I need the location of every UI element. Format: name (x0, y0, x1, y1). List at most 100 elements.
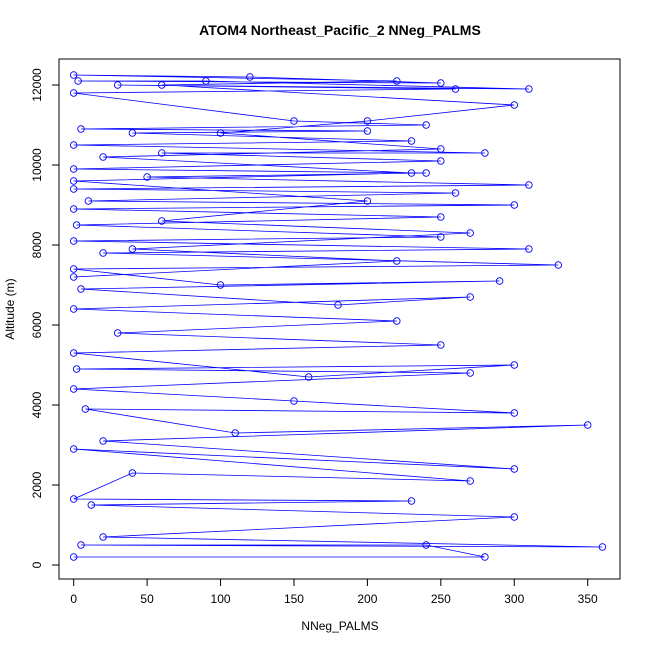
data-point (231, 429, 239, 437)
data-point (128, 245, 137, 253)
data-point (437, 233, 445, 241)
data-point (363, 197, 372, 205)
data-point (466, 477, 474, 485)
data-point (393, 317, 401, 325)
x-tick-label: 300 (504, 592, 524, 606)
data-point (525, 85, 533, 93)
data-point (304, 373, 313, 381)
data-point (69, 265, 78, 273)
data-point (128, 469, 137, 477)
data-point (69, 177, 78, 185)
x-axis: 0 50 100 150 200 250 300 350 (70, 578, 598, 606)
data-point (77, 541, 85, 549)
data-point (69, 237, 78, 245)
data-point (583, 421, 592, 429)
data-point (69, 349, 78, 357)
data-point (363, 117, 372, 125)
y-tick-label: 4000 (30, 391, 44, 418)
y-axis-label: Altitude (m) (3, 278, 17, 339)
data-point (451, 189, 460, 197)
x-tick-label: 250 (431, 592, 451, 606)
data-point (158, 81, 166, 89)
data-point (422, 121, 430, 129)
data-point (437, 157, 445, 165)
chart-title: ATOM4 Northeast_Pacific_2 NNeg_PALMS (199, 22, 481, 38)
data-point (69, 71, 78, 79)
data-point (422, 541, 430, 549)
data-point (422, 169, 430, 177)
y-tick-label: 2000 (30, 471, 44, 498)
data-point (510, 465, 519, 473)
series-layer (69, 71, 607, 561)
data-point (510, 513, 519, 521)
y-tick-label: 8000 (30, 231, 44, 258)
y-tick-label: 12000 (30, 68, 44, 102)
data-point (216, 281, 225, 289)
data-point (69, 141, 78, 149)
x-tick-label: 0 (70, 592, 77, 606)
data-point (69, 553, 78, 561)
data-point (113, 329, 122, 337)
data-point (246, 73, 254, 81)
data-point (113, 81, 122, 89)
data-point (481, 553, 489, 561)
data-point (510, 101, 519, 109)
x-tick-label: 200 (357, 592, 377, 606)
data-point (69, 495, 78, 503)
data-point (99, 533, 107, 541)
data-point (69, 205, 78, 213)
data-point (393, 77, 401, 85)
data-point (69, 305, 78, 313)
data-point (84, 197, 93, 205)
data-point (87, 501, 96, 509)
data-point (334, 301, 342, 309)
data-point (69, 273, 78, 281)
data-point (481, 149, 489, 157)
y-axis: 0 2000 4000 6000 8000 10000 12000 (30, 68, 60, 568)
data-point (69, 185, 78, 193)
data-point (202, 77, 210, 85)
data-point (407, 137, 416, 145)
data-point (99, 153, 107, 161)
data-point (99, 437, 107, 445)
data-point (437, 213, 445, 221)
data-point (437, 79, 445, 87)
data-point (77, 285, 85, 293)
data-point (554, 261, 563, 269)
data-point (158, 217, 166, 225)
data-point (74, 77, 82, 85)
data-point (510, 361, 519, 369)
data-point (72, 221, 81, 229)
data-point (69, 445, 78, 453)
data-point (72, 365, 81, 373)
data-point (81, 405, 90, 413)
x-tick-label: 350 (578, 592, 598, 606)
data-point (363, 127, 372, 135)
y-tick-label: 6000 (30, 311, 44, 338)
data-point (128, 129, 137, 137)
x-tick-label: 150 (284, 592, 304, 606)
data-point (451, 85, 460, 93)
data-point (466, 293, 474, 301)
x-axis-label: NNeg_PALMS (301, 619, 378, 633)
data-point (77, 125, 85, 133)
data-point (466, 229, 474, 237)
data-point (69, 385, 78, 393)
data-point (143, 173, 151, 181)
y-tick-label: 10000 (30, 148, 44, 182)
data-point (525, 181, 533, 189)
x-tick-label: 100 (211, 592, 231, 606)
data-point (158, 149, 166, 157)
series-line (73, 74, 603, 558)
data-point (495, 277, 504, 285)
data-point (216, 129, 225, 137)
data-point (69, 165, 78, 173)
data-point (598, 543, 607, 551)
data-point (407, 497, 416, 505)
data-point (407, 169, 416, 177)
data-point (437, 145, 445, 153)
data-point (525, 245, 533, 253)
data-point (69, 89, 78, 97)
data-point (510, 201, 519, 209)
